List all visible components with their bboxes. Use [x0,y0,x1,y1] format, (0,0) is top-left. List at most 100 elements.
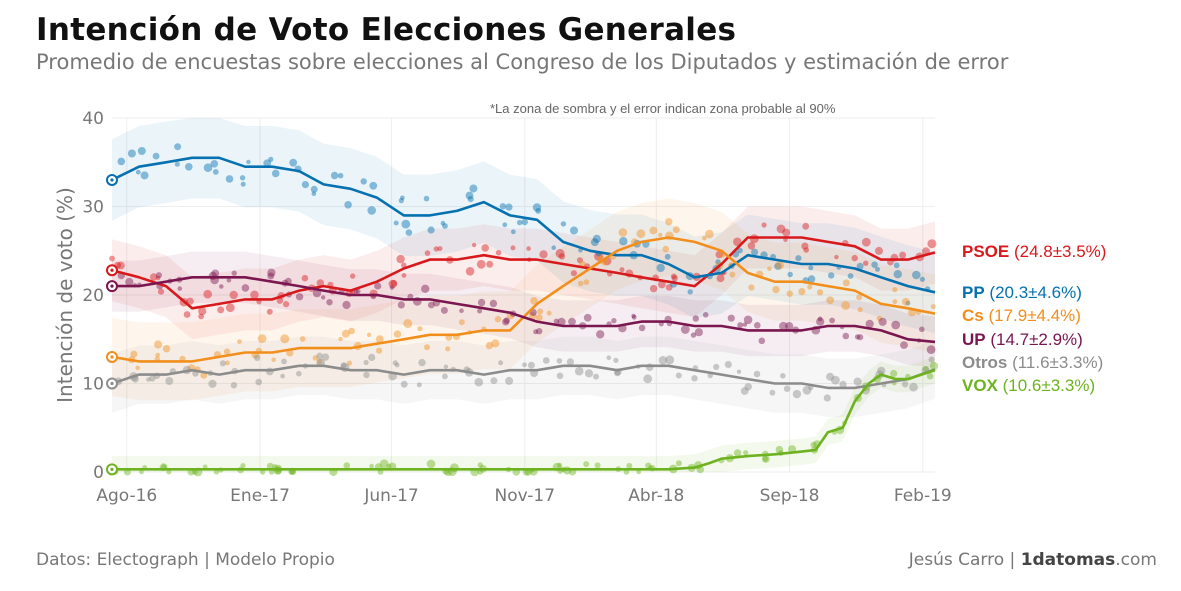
poll-dot [638,324,646,332]
poll-dot [424,344,430,351]
poll-dot [442,223,448,229]
error-band-psoe [112,206,935,340]
poll-dot [375,335,384,343]
poll-dot [401,273,407,278]
y-tick-label: 20 [82,286,104,306]
poll-dot [560,221,567,227]
poll-dot [854,334,861,340]
poll-dot [583,313,592,322]
poll-dot [613,357,619,363]
poll-dot [280,373,285,379]
poll-dot [553,318,560,325]
y-tick-label: 10 [82,375,104,395]
poll-dot [875,246,883,255]
poll-dot [702,235,707,241]
poll-dot [219,284,224,289]
poll-dot [743,450,749,456]
poll-dot [230,382,238,389]
poll-dot [919,276,926,282]
poll-dot [369,463,374,469]
poll-dot [807,284,813,290]
poll-dot [842,279,850,287]
poll-dot [139,469,144,475]
poll-dot [537,308,544,315]
poll-dot [155,352,160,358]
poll-dot [510,245,516,251]
poll-dot [477,462,483,468]
poll-dot [502,318,510,326]
poll-dot [330,171,339,180]
poll-dot [255,378,262,386]
poll-dot [280,334,290,344]
poll-dot [465,191,474,200]
poll-dot [658,280,666,289]
poll-dot [348,327,355,335]
poll-dot [155,275,161,281]
poll-dot [296,370,302,377]
poll-dot [754,322,761,329]
poll-dot [861,237,871,247]
poll-dot [299,336,306,342]
poll-dot [802,385,812,395]
poll-dot [459,308,464,314]
poll-dot [831,375,840,385]
poll-dot [449,463,459,473]
poll-dot [203,163,213,172]
poll-dot [198,307,207,316]
poll-dot [281,358,287,365]
poll-dot [662,245,669,253]
poll-dot [656,263,665,273]
x-tick-label: Sep-18 [760,486,820,506]
poll-dot [737,322,744,329]
footer-source: Datos: Electograph | Modelo Propio [36,550,335,570]
poll-dot [165,377,174,385]
poll-dot [476,259,486,269]
poll-dot [670,273,677,280]
poll-dot [397,301,405,309]
poll-dot [834,254,839,260]
poll-dot [878,317,887,326]
poll-dot [505,203,513,211]
legend-item-up: UP (14.7±2.9%) [962,330,1083,350]
trend-line-vox [112,368,936,471]
poll-dot [272,464,278,470]
poll-dot [401,262,407,268]
poll-dot [316,279,324,287]
poll-dot [535,208,542,214]
poll-dot [787,271,793,278]
poll-dot [157,288,165,295]
poll-dot [240,181,246,187]
poll-dot [664,253,671,260]
poll-dot [150,273,158,281]
poll-dot [321,353,330,361]
poll-dot [857,307,863,313]
poll-dot [386,463,392,469]
poll-dot [900,341,908,349]
poll-dot [649,226,658,235]
poll-dot [117,261,125,270]
poll-dot [762,456,769,462]
x-tick-label: Ene-17 [230,486,290,506]
poll-dot [863,260,869,266]
poll-dot [530,297,538,305]
poll-dot [312,355,319,361]
poll-dot [210,160,219,168]
poll-dot [875,266,880,272]
poll-dot [715,259,721,265]
poll-dot [396,254,405,264]
poll-dot [246,159,251,165]
poll-dot [893,262,900,269]
poll-dot [146,377,151,382]
poll-dot [442,373,448,380]
poll-dot [326,299,333,306]
start-markers [106,173,118,476]
poll-dot [109,255,115,262]
poll-dot [810,441,817,448]
start-marker-dot [110,355,114,359]
poll-dot [802,222,810,230]
poll-dot [289,158,298,167]
poll-dot [643,374,653,384]
poll-dot [521,218,528,226]
poll-dot [743,315,753,325]
